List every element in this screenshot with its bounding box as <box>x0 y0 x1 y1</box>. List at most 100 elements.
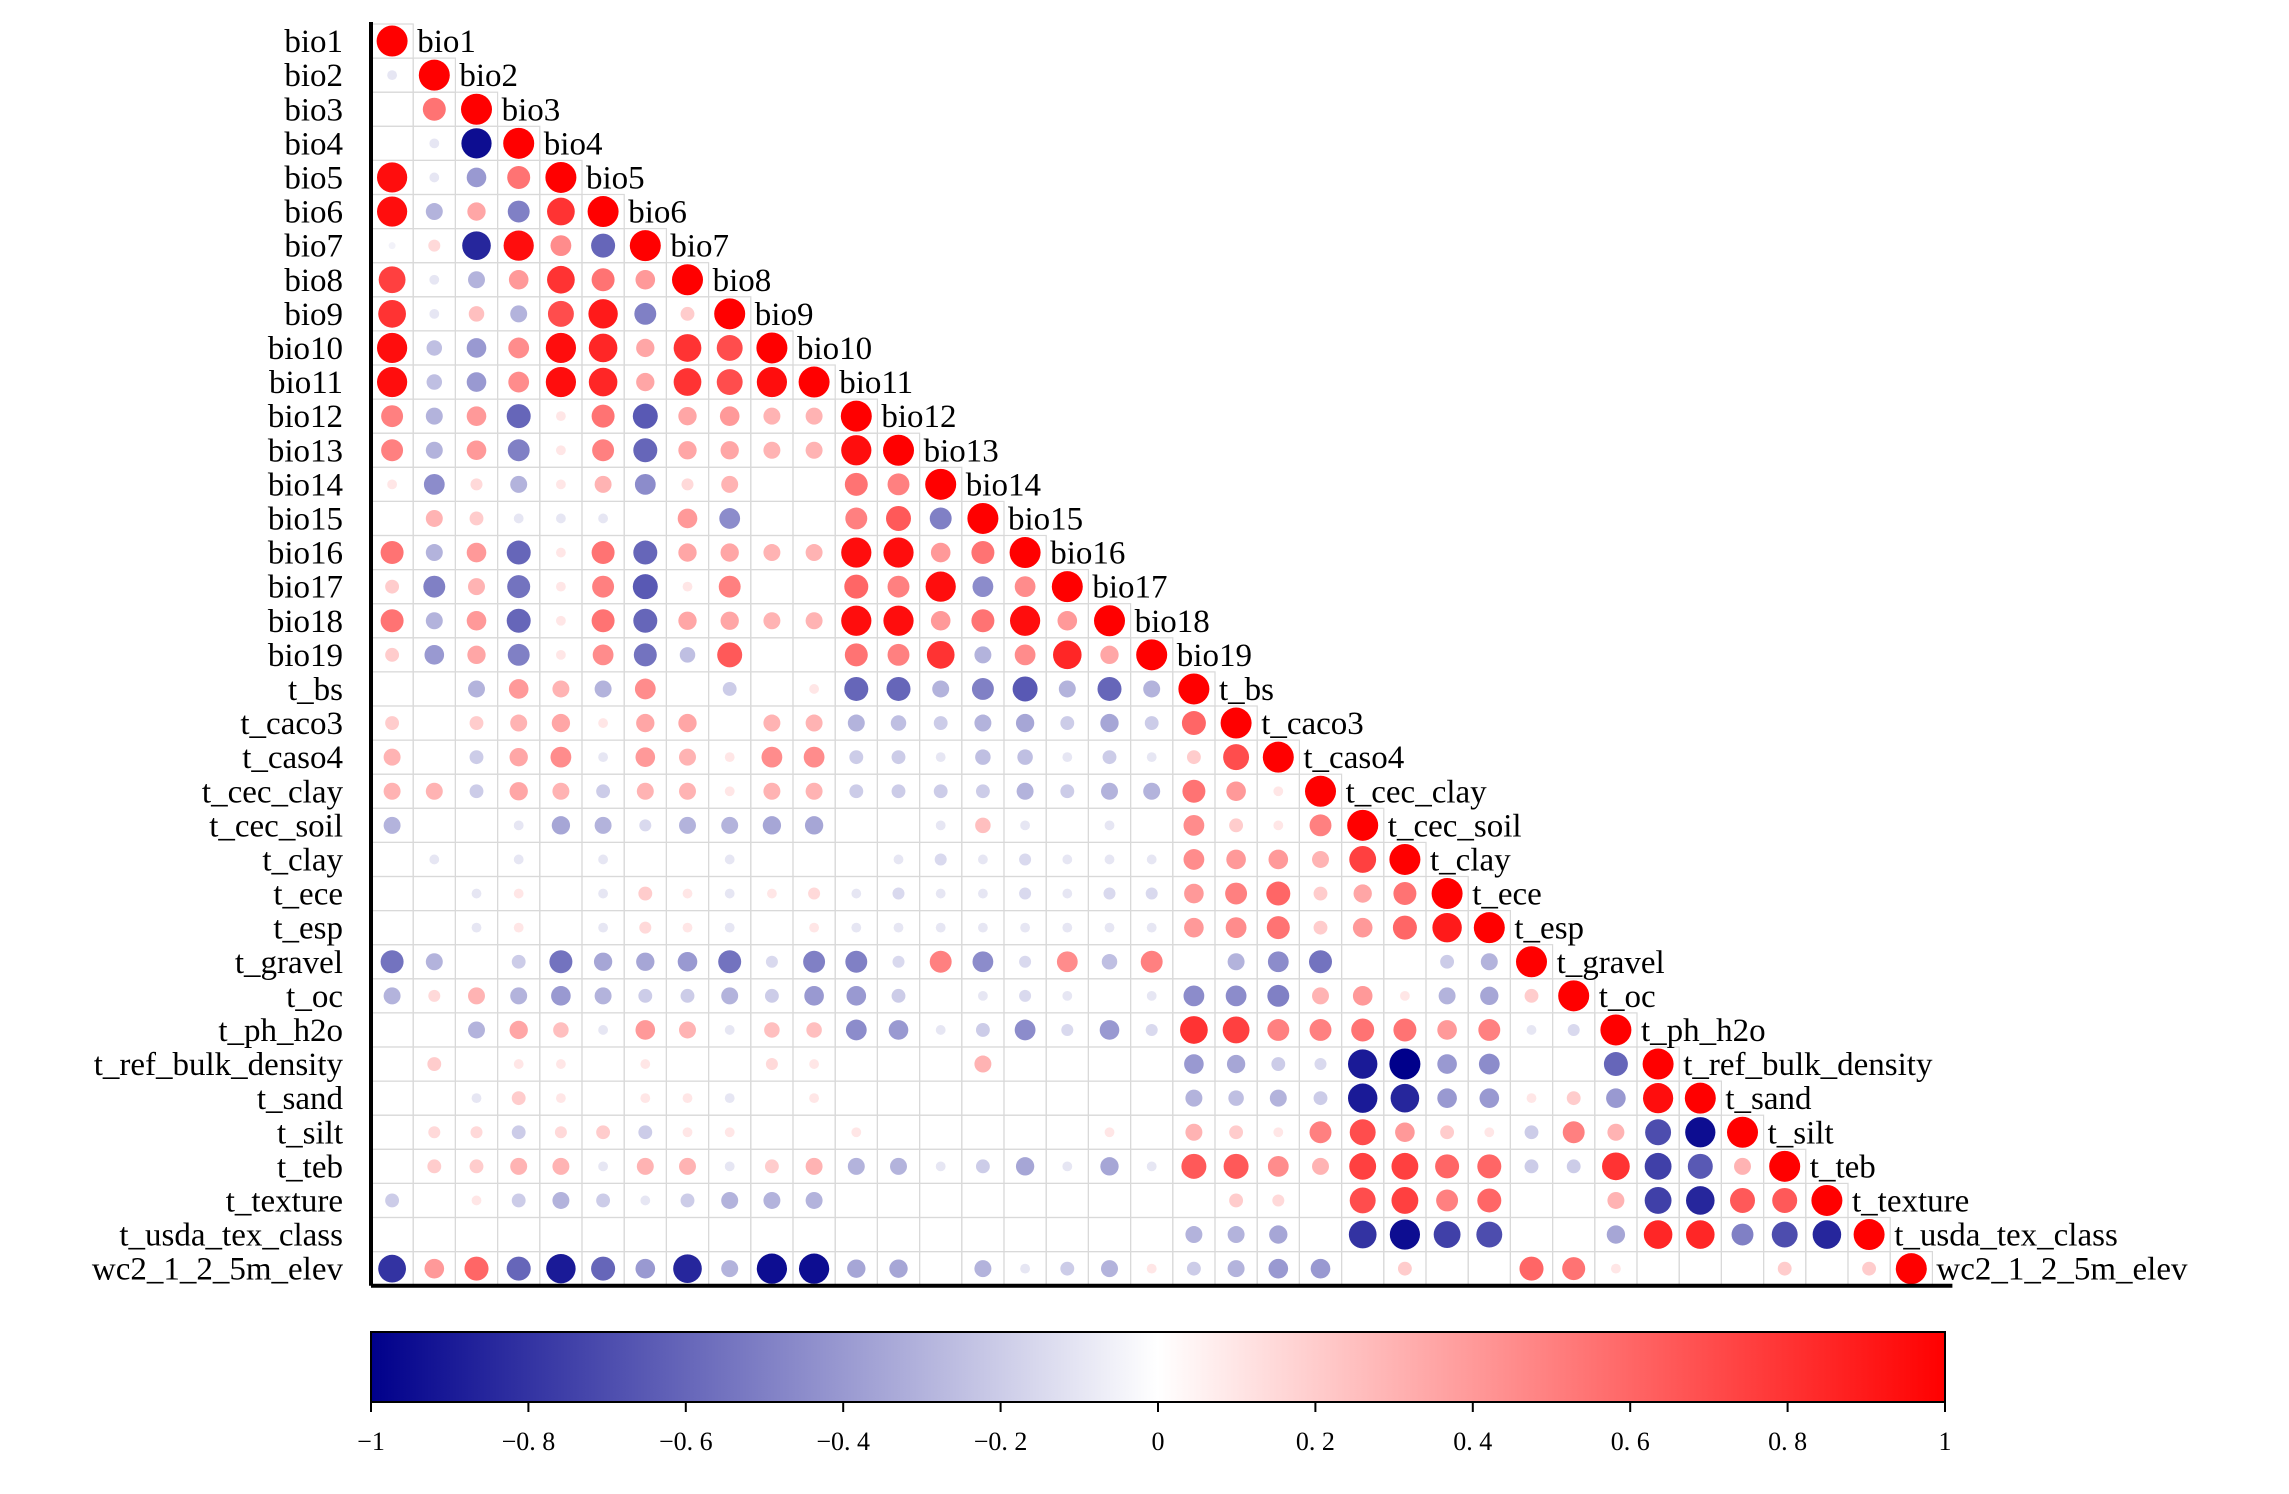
diag-label-bio12: bio12 <box>881 399 956 435</box>
correlation-circle-t_bs-bio6 <box>594 680 612 698</box>
correlation-circle-t_cec_soil-bio11 <box>804 816 824 835</box>
correlation-circle-t_ece-t_ece <box>1431 878 1463 910</box>
correlation-circle-t_texture-bio5 <box>552 1191 570 1209</box>
correlation-circle-bio9-bio6 <box>588 299 618 329</box>
correlation-circle-t_texture-t_caso4 <box>1272 1194 1285 1207</box>
correlation-circle-t_silt-bio14 <box>938 1130 943 1135</box>
correlation-circle-t_ref_bulk_density-t_caso4 <box>1271 1057 1286 1071</box>
correlation-circle-t_silt-t_cec_clay <box>1309 1121 1332 1144</box>
correlation-circle-wc2_1_2_5m_elev-bio13 <box>889 1259 908 1278</box>
correlation-circle-t_cec_soil-bio10 <box>762 816 782 835</box>
correlation-circle-t_sand-bio8 <box>682 1093 693 1104</box>
row-label-t_clay: t_clay <box>262 842 343 878</box>
correlation-circle-wc2_1_2_5m_elev-bio19 <box>1146 1263 1157 1274</box>
correlation-circle-t_texture-t_esp <box>1477 1188 1502 1213</box>
correlation-circle-t_teb-t_gravel <box>1524 1159 1539 1174</box>
correlation-circle-t_oc-bio3 <box>468 987 485 1005</box>
correlation-circle-bio19-bio13 <box>887 643 910 666</box>
correlation-circle-t_bs-bio17 <box>1058 680 1076 698</box>
correlation-circle-bio11-bio7 <box>636 372 655 392</box>
correlation-circle-t_caco3-bio13 <box>890 715 907 731</box>
correlation-circle-t_ph_h2o-t_cec_soil <box>1351 1018 1375 1042</box>
correlation-circle-bio10-bio7 <box>636 338 655 358</box>
correlation-circle-t_oc-bio5 <box>551 986 571 1006</box>
correlation-circle-t_clay-bio16 <box>1019 853 1032 866</box>
correlation-circle-t_usda_tex_class-bio12 <box>854 1232 859 1237</box>
correlation-circle-bio9-bio2 <box>429 308 440 319</box>
correlation-circle-t_oc-bio18 <box>1107 993 1112 999</box>
correlation-circle-wc2_1_2_5m_elev-t_caso4 <box>1268 1258 1289 1279</box>
correlation-circle-t_usda_tex_class-bio19 <box>1149 1232 1154 1237</box>
correlation-circle-t_esp-bio13 <box>893 922 904 933</box>
correlation-circle-t_esp-t_esp <box>1473 912 1505 944</box>
correlation-circle-t_gravel-bio8 <box>677 951 698 972</box>
correlation-circle-t_ref_bulk_density-t_esp <box>1478 1053 1500 1075</box>
correlation-circle-t_ref_bulk_density-bio15 <box>974 1055 992 1073</box>
colorbar-tick-label: 0 <box>1152 1427 1165 1456</box>
correlation-circle-bio8-bio2 <box>429 274 440 285</box>
row-label-t_gravel: t_gravel <box>235 945 343 981</box>
correlation-circle-t_oc-bio13 <box>891 988 906 1003</box>
correlation-circle-t_silt-t_ref_bulk_density <box>1645 1119 1672 1146</box>
correlation-circle-t_ph_h2o-t_caco3 <box>1222 1016 1250 1044</box>
correlation-circle-bio17-bio5 <box>555 581 566 592</box>
correlation-circle-t_clay-bio4 <box>513 854 524 865</box>
correlation-circle-t_texture-bio9 <box>721 1191 739 1209</box>
correlation-circle-t_silt-bio6 <box>596 1125 611 1140</box>
correlation-circle-bio18-bio17 <box>1057 610 1078 631</box>
correlation-circle-bio16-bio7 <box>633 540 658 565</box>
correlation-circle-bio7-bio2 <box>428 239 441 252</box>
correlation-circle-t_bs-bio8 <box>685 686 690 692</box>
correlation-circle-bio7-bio1 <box>388 242 396 250</box>
correlation-circle-bio6-bio2 <box>425 203 443 221</box>
correlation-circle-wc2_1_2_5m_elev-t_esp <box>1487 1266 1492 1271</box>
correlation-circle-t_texture-t_bs <box>1191 1198 1197 1203</box>
correlation-circle-t_cec_clay-bio7 <box>636 782 654 800</box>
correlation-circle-bio3-bio2 <box>422 97 446 121</box>
correlation-circle-t_cec_clay-bio3 <box>469 784 484 799</box>
correlation-circle-t_teb-t_cec_soil <box>1349 1152 1377 1180</box>
correlation-circle-bio11-bio6 <box>588 367 618 397</box>
correlation-circle-t_teb-t_ref_bulk_density <box>1644 1152 1672 1180</box>
correlation-circle-t_texture-t_gravel <box>1529 1198 1534 1203</box>
correlation-circle-t_clay-bio14 <box>934 853 947 866</box>
correlation-circle-t_teb-bio12 <box>847 1157 865 1175</box>
diag-label-t_teb: t_teb <box>1810 1149 1876 1185</box>
correlation-circle-t_caso4-bio15 <box>975 749 991 765</box>
correlation-circle-t_caso4-t_caso4 <box>1262 741 1294 773</box>
correlation-circle-t_gravel-bio13 <box>892 955 905 968</box>
correlation-circle-bio17-bio2 <box>423 575 446 598</box>
correlation-circle-t_teb-bio17 <box>1062 1161 1073 1172</box>
row-label-bio18: bio18 <box>268 604 343 640</box>
correlation-circle-t_ece-bio19 <box>1145 887 1158 900</box>
correlation-circle-t_silt-bio9 <box>724 1127 735 1138</box>
correlation-circle-bio15-bio6 <box>598 513 609 524</box>
correlation-circle-t_silt-bio2 <box>428 1126 441 1139</box>
correlation-circle-t_ph_h2o-bio1 <box>389 1027 395 1033</box>
row-label-bio14: bio14 <box>268 467 343 503</box>
correlation-circle-t_caso4-bio16 <box>1017 749 1033 765</box>
correlation-circle-wc2_1_2_5m_elev-bio18 <box>1101 1260 1118 1278</box>
correlation-circle-t_usda_tex_class-t_usda_tex_class <box>1853 1219 1885 1251</box>
correlation-circle-t_ref_bulk_density-bio7 <box>640 1059 651 1069</box>
correlation-circle-bio19-bio19 <box>1136 639 1168 671</box>
correlation-circle-bio19-bio12 <box>844 643 868 667</box>
correlation-circle-bio11-bio8 <box>673 368 702 396</box>
correlation-circle-t_caso4-bio6 <box>598 752 609 763</box>
correlation-circle-t_ph_h2o-bio13 <box>888 1020 909 1040</box>
correlation-circle-t_gravel-t_clay <box>1402 959 1408 964</box>
correlation-circle-t_clay-bio2 <box>429 854 440 865</box>
correlation-circle-bio11-bio9 <box>716 369 743 396</box>
correlation-circle-bio15-bio4 <box>513 513 524 524</box>
correlation-circle-t_sand-t_clay <box>1390 1083 1420 1113</box>
correlation-circle-t_ref_bulk_density-bio13 <box>896 1061 901 1067</box>
correlation-circle-t_ref_bulk_density-t_cec_clay <box>1314 1058 1327 1071</box>
correlation-circle-t_sand-t_ph_h2o <box>1606 1088 1626 1108</box>
correlation-circle-t_texture-bio18 <box>1107 1198 1112 1203</box>
correlation-circle-t_ref_bulk_density-bio12 <box>854 1061 859 1067</box>
correlation-circle-t_texture-bio11 <box>805 1191 823 1209</box>
correlation-circle-bio16-bio15 <box>971 541 995 565</box>
plot-axes <box>369 22 1953 1288</box>
row-label-t_ref_bulk_density: t_ref_bulk_density <box>94 1047 344 1083</box>
